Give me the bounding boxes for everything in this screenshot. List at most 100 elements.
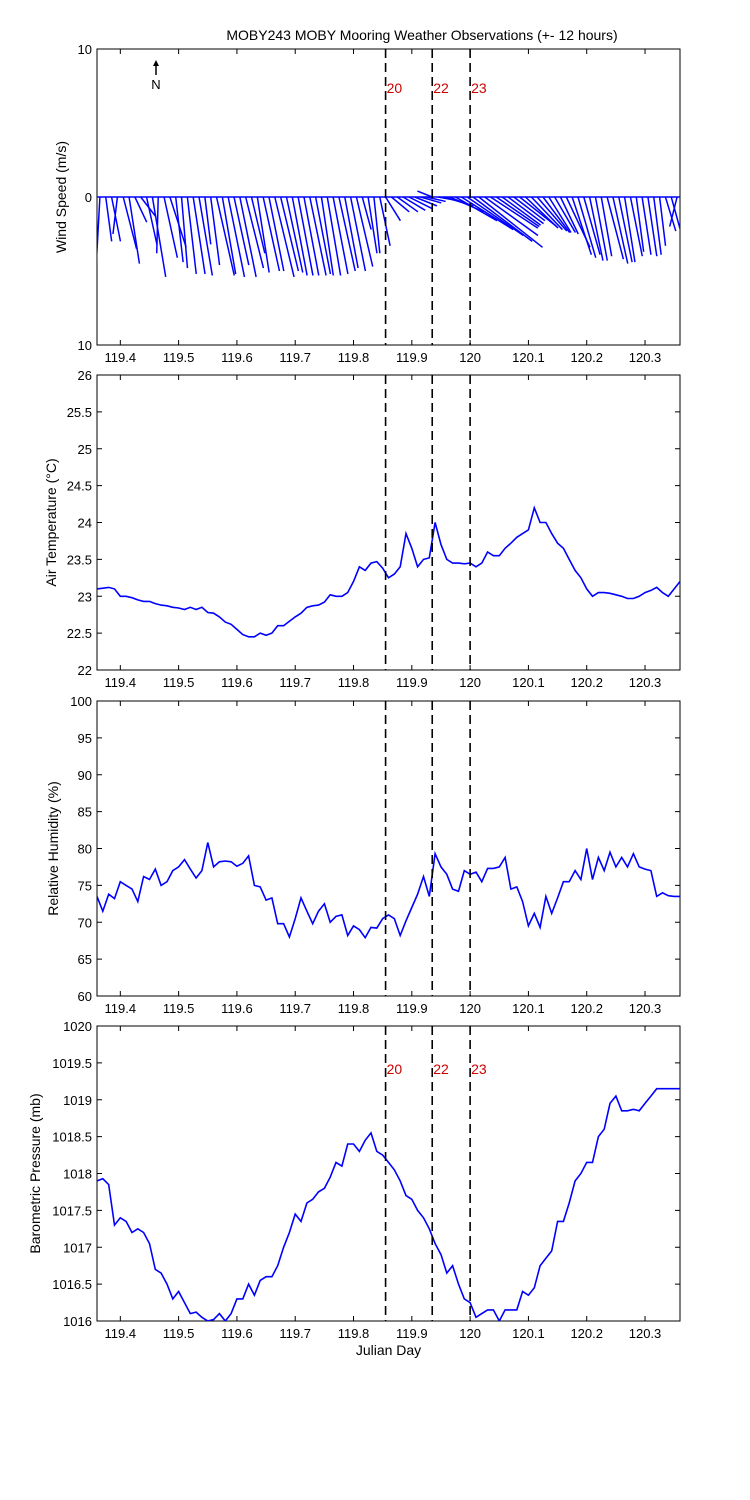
wind-stick: [588, 196, 604, 261]
x-tick-label: 119.6: [221, 1001, 253, 1016]
north-arrowhead-icon: [153, 60, 159, 66]
wind-stick: [606, 196, 625, 260]
series-line: [97, 1087, 680, 1321]
wind-stick: [198, 196, 214, 276]
wind-stick: [408, 196, 433, 210]
wind-stick: [297, 196, 314, 276]
x-tick-label: 119.8: [338, 350, 370, 365]
wind-stick: [204, 196, 212, 245]
wind-stick: [577, 196, 597, 258]
x-tick-label: 120: [459, 1326, 481, 1341]
data-layer: [97, 505, 680, 638]
x-tick-label: 119.8: [338, 1326, 370, 1341]
x-tick-label: 119.9: [396, 1326, 428, 1341]
y-tick-label: 65: [78, 952, 92, 967]
plot-frame: [96, 700, 681, 997]
wind-stick: [530, 196, 563, 231]
x-tick-label: 120: [459, 675, 481, 690]
wind-stick: [417, 190, 433, 198]
x-tick-label: 119.5: [163, 675, 195, 690]
y-tick-label: 1018: [63, 1167, 92, 1182]
x-tick-label: 119.6: [221, 1326, 253, 1341]
data-layer: [97, 1087, 680, 1321]
x-tick-label: 120.1: [512, 350, 545, 365]
y-tick-label: 10: [78, 338, 92, 353]
wind-stick: [110, 196, 122, 242]
figure-title: MOBY243 MOBY Mooring Weather Observation…: [226, 27, 617, 43]
wind-stick: [653, 196, 662, 255]
wind-stick: [629, 196, 644, 257]
x-tick-label: 119.4: [105, 1001, 137, 1016]
y-tick-label: 0: [85, 190, 92, 205]
wind-stick: [279, 196, 300, 272]
panels: 119.4 119.5 119.6 119.7 119.8 119.9 120 120.1 12…: [27, 42, 681, 1358]
wind-stick: [460, 196, 514, 231]
x-tick-label: 119.6: [221, 350, 253, 365]
wind-stick: [268, 196, 285, 272]
wind-stick: [344, 196, 359, 269]
wind-stick: [501, 196, 542, 226]
wind-stick: [466, 196, 524, 237]
y-tick-label: 25.5: [67, 405, 92, 420]
wind-stick: [239, 196, 257, 278]
wind-stick: [174, 196, 184, 263]
y-tick-label: 25: [78, 442, 92, 457]
event-marker-label: 20: [387, 80, 403, 96]
wind-stick: [583, 196, 601, 255]
wind-stick: [122, 196, 138, 249]
y-tick-label: 1018.5: [52, 1130, 92, 1145]
y-tick-label: 1019: [63, 1093, 92, 1108]
y-tick-label: 1017: [63, 1240, 92, 1255]
x-tick-label: 119.8: [338, 675, 370, 690]
y-tick-label: 1019.5: [52, 1056, 92, 1071]
wind-stick: [455, 196, 498, 222]
wind-stick: [274, 196, 295, 278]
wind-stick: [367, 196, 378, 254]
x-tick-label: 119.4: [105, 1326, 137, 1341]
wind-stick: [112, 196, 119, 235]
x-tick-label: 119.5: [163, 1326, 195, 1341]
wind-stick: [384, 196, 402, 222]
wind-stick: [314, 196, 332, 275]
wind-stick: [221, 196, 237, 275]
x-tick-label: 119.8: [338, 1001, 370, 1016]
x-tick-label: 120: [459, 350, 481, 365]
wind-stick: [163, 196, 179, 258]
wind-stick: [478, 196, 543, 248]
chart-panel-3: 119.4 119.5 119.6 119.7 119.8 119.9 120 120.1 12…: [45, 694, 681, 1016]
y-tick-label: 60: [78, 989, 92, 1004]
wind-stick: [402, 196, 426, 211]
x-tick-label: 120.1: [512, 1001, 545, 1016]
wind-stick: [548, 196, 572, 233]
y-axis-label: Air Temperature (°C): [43, 458, 59, 586]
y-tick-label: 100: [70, 694, 92, 709]
wind-stick: [635, 196, 645, 252]
x-tick-label: 120.2: [570, 350, 603, 365]
wind-stick: [262, 196, 281, 272]
wind-stick: [303, 196, 320, 276]
wind-stick: [490, 196, 539, 229]
wind-stick: [426, 196, 446, 203]
wind-stick: [291, 196, 308, 276]
chart-panel-4: 119.4 119.5 119.6 119.7 119.8 119.9 120 120.1 12…: [27, 1019, 681, 1358]
event-marker-label: 23: [471, 80, 487, 96]
wind-stick: [244, 196, 265, 269]
x-tick-label: 120.3: [629, 1001, 662, 1016]
wind-stick: [472, 196, 533, 242]
wind-stick: [420, 196, 442, 204]
wind-stick: [97, 196, 101, 265]
wind-stick: [554, 196, 577, 233]
wind-stick: [155, 196, 159, 254]
wind-stick: [332, 196, 349, 275]
y-tick-label: 1017.5: [52, 1203, 92, 1218]
x-tick-label: 120.1: [512, 1326, 545, 1341]
data-layer: [97, 842, 680, 940]
y-tick-label: 23.5: [67, 552, 92, 567]
y-tick-label: 24: [78, 516, 92, 531]
wind-stick: [495, 196, 540, 228]
wind-stick: [396, 196, 419, 213]
wind-stick: [145, 196, 158, 245]
y-tick-label: 85: [78, 805, 92, 820]
wind-stick: [668, 196, 678, 227]
